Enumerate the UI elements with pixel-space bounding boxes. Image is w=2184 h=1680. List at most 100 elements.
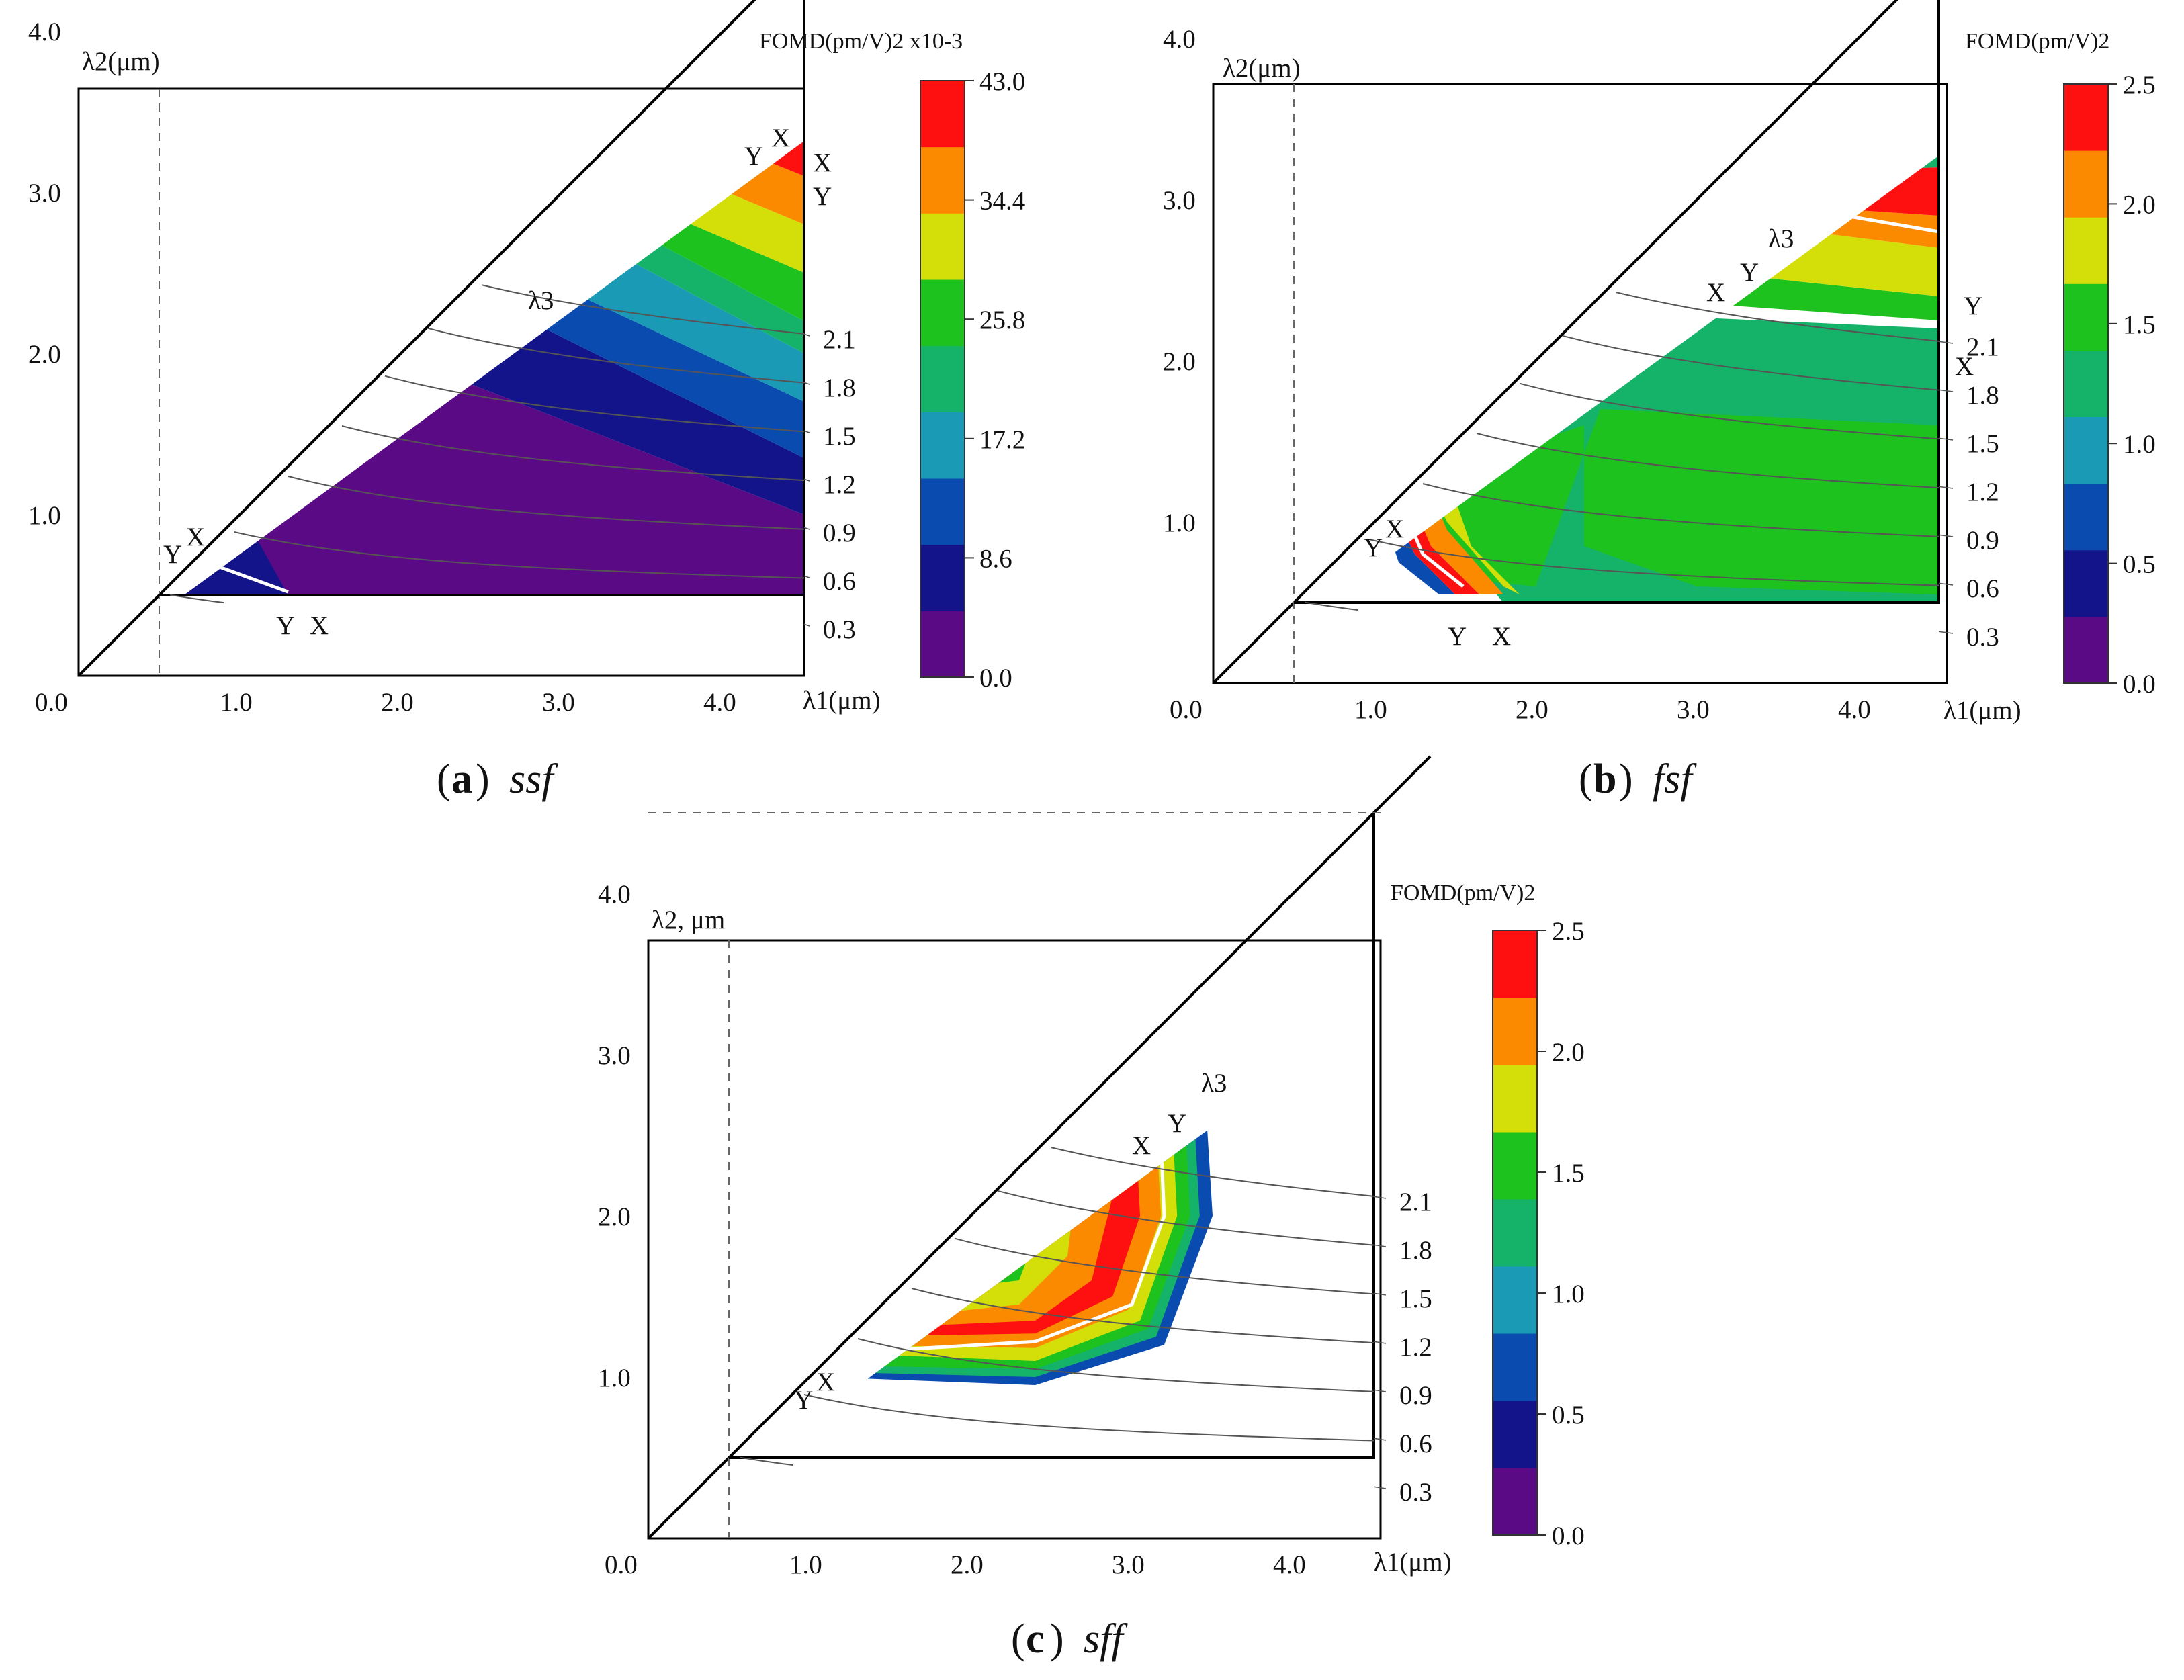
lambda3-value-label: 1.8 xyxy=(823,373,856,402)
colorbar-segment xyxy=(2064,217,2108,284)
axis-ticks: 0.0 1.0 2.0 3.0 4.0 1.0 2.0 3.0 4.0 xyxy=(1163,25,1871,724)
lambda3-contour-line xyxy=(1476,433,1939,489)
x-tick-label: 3.0 xyxy=(1112,1550,1145,1579)
x-tick-label: 4.0 xyxy=(1273,1550,1306,1579)
svg-text:): ) xyxy=(1619,756,1633,802)
colorbar-segment xyxy=(1493,1468,1537,1536)
x-tick-label: 0.0 xyxy=(605,1550,638,1579)
x-marker: X xyxy=(1706,278,1725,307)
lambda3-contour-line xyxy=(911,1288,1374,1344)
lambda3-value-label: 1.2 xyxy=(823,470,856,499)
colorbar-segment xyxy=(1493,1266,1537,1334)
panel-caption: ( a ) ssf xyxy=(437,756,558,802)
lambda3-contour-line xyxy=(1616,292,1939,342)
lambda3-contour-line xyxy=(803,1394,1374,1442)
lambda3-contour-line xyxy=(169,594,224,604)
colorbar-tick-label: 17.2 xyxy=(979,425,1025,454)
y-tick-label: 3.0 xyxy=(598,1041,631,1070)
lambda3-value-label: 1.2 xyxy=(1966,478,1999,506)
panel-caption: ( c ) sff xyxy=(1011,1616,1128,1662)
contour-leader xyxy=(1938,631,1954,634)
x-tick-label: 0.0 xyxy=(1170,695,1203,724)
colorbar-segment xyxy=(920,478,965,545)
contour-leader xyxy=(1373,1438,1387,1441)
colorbar-segment xyxy=(920,146,965,214)
x-tick-label: 0.0 xyxy=(35,688,68,717)
contour-leader xyxy=(803,430,810,433)
diagonal-line xyxy=(1212,0,1898,684)
colorbar-tick-label: 34.4 xyxy=(979,187,1025,216)
heatmap-band xyxy=(1415,409,1939,594)
svg-text:(: ( xyxy=(1011,1616,1025,1662)
colorbar-segment xyxy=(920,81,965,148)
colorbar-tick-label: 0.0 xyxy=(1552,1521,1585,1550)
colorbar-tick-label: 0.5 xyxy=(2123,550,2156,579)
colorbar-segment xyxy=(2064,416,2108,484)
lambda3-value-label: 0.6 xyxy=(1399,1429,1432,1458)
lambda3-contours: 0.3 0.6 0.9 1.2 1.5 1.8 2.1 xyxy=(739,1147,1432,1507)
x-tick-label: 2.0 xyxy=(1516,695,1548,724)
contour-leader xyxy=(1938,341,1954,344)
colorbar-segment xyxy=(1493,930,1537,998)
svg-text:): ) xyxy=(476,756,490,802)
lambda3-contour-line xyxy=(481,284,805,335)
panel-caption: ( b ) fsf xyxy=(1579,756,1697,802)
heatmap-band xyxy=(159,369,804,595)
diagonal-line xyxy=(77,0,756,677)
y-marker: Y xyxy=(1740,258,1759,287)
lambda3-contour-line xyxy=(1422,483,1939,537)
colorbar-tick-label: 43.0 xyxy=(979,67,1025,96)
colorbar-segment xyxy=(1493,998,1537,1065)
colorbar-segment xyxy=(2064,150,2108,218)
x-marker: X xyxy=(813,148,832,177)
x-tick-label: 3.0 xyxy=(542,688,575,717)
heatmap-band xyxy=(272,305,804,515)
colorbar-tick-label: 25.8 xyxy=(979,306,1025,335)
contour-leader xyxy=(803,527,810,530)
panel-c: 0.3 0.6 0.9 1.2 1.5 1.8 2.1 0.0 1.0 2.0 3.0 4.0 1.0… xyxy=(598,755,1585,1662)
lambda3-value-label: 1.5 xyxy=(1966,429,1999,458)
colorbar-title: FOMD(pm/V)2 xyxy=(1965,29,2109,54)
contour-leader xyxy=(803,575,810,578)
colorbar-tick-label: 1.0 xyxy=(2123,430,2156,459)
colorbar-tick-label: 2.0 xyxy=(2123,190,2156,219)
y-tick-label: 1.0 xyxy=(28,501,61,530)
lambda3-value-label: 0.9 xyxy=(1966,526,1999,555)
axis-ticks: 0.0 1.0 2.0 3.0 4.0 1.0 2.0 3.0 4.0 xyxy=(28,17,736,717)
contour-leader xyxy=(1373,1486,1387,1489)
x-marker: X xyxy=(1955,352,1974,381)
lambda3-value-label: 0.9 xyxy=(1399,1381,1432,1410)
x-axis-label: λ1(μm) xyxy=(1943,696,2021,725)
y-marker: Y xyxy=(813,182,832,211)
plot-frame xyxy=(77,0,805,677)
colorbar-tick-label: 2.5 xyxy=(2123,71,2156,99)
colorbar-tick-label: 0.0 xyxy=(2123,670,2156,699)
y-marker: Y xyxy=(276,611,295,640)
lambda3-contour-line xyxy=(997,1190,1374,1246)
svg-text:c: c xyxy=(1026,1616,1045,1662)
x-marker: X xyxy=(186,523,205,551)
lambda3-contours: 0.3 0.6 0.9 1.2 1.5 1.8 2.1 xyxy=(169,284,856,644)
colorbar-tick-label: 1.5 xyxy=(1552,1159,1585,1188)
lambda3-value-label: 1.5 xyxy=(823,422,856,451)
lambda3-contour-line xyxy=(1562,335,1939,391)
inner-triangle xyxy=(1294,0,1940,604)
contour-leader xyxy=(1938,486,1954,489)
lambda3-contour-line xyxy=(857,1338,1374,1392)
heatmap-band xyxy=(643,139,804,176)
contour-leader xyxy=(1938,389,1954,392)
lambda3-value-label: 0.6 xyxy=(1966,574,1999,603)
colorbar-segment xyxy=(2064,283,2108,351)
y-tick-label: 2.0 xyxy=(28,340,61,369)
colorbar: 2.5 2.0 1.5 1.0 0.5 0.0 xyxy=(2063,71,2156,699)
svg-text:b: b xyxy=(1593,756,1616,802)
colorbar-segment xyxy=(1493,1065,1537,1133)
x-marker: X xyxy=(1385,515,1404,543)
plot-frame xyxy=(1212,0,1948,684)
colorbar-segment xyxy=(2064,549,2108,617)
y-axis-label: λ2(μm) xyxy=(1223,54,1301,83)
colorbar-border xyxy=(2063,83,2109,684)
lambda3-value-label: 0.6 xyxy=(823,567,856,596)
